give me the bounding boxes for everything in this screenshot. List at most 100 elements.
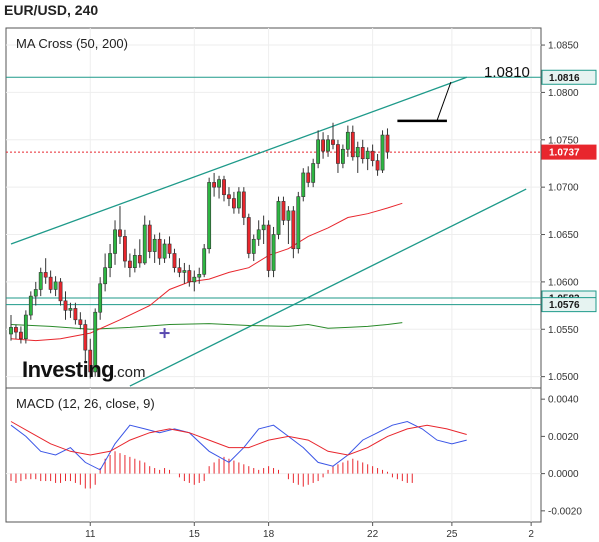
candle-body <box>375 160 380 171</box>
trend-line <box>10 76 467 245</box>
candle-body <box>271 234 276 271</box>
candle-body <box>68 308 73 311</box>
logo-brand: Investing <box>22 357 114 382</box>
candle-body <box>172 253 177 268</box>
candle-body <box>73 308 78 321</box>
candle-body <box>118 229 122 237</box>
candle-body <box>93 311 98 373</box>
candle-body <box>197 274 202 278</box>
candle-body <box>167 243 172 254</box>
candle-body <box>113 229 117 254</box>
candle-body <box>236 191 241 209</box>
logo-domain: .com <box>113 364 146 381</box>
candle-body <box>296 196 301 250</box>
candle-body <box>246 217 251 254</box>
price-tick-label: 1.0850 <box>548 41 579 52</box>
time-tick-label: 11 <box>85 529 96 540</box>
price-candles <box>9 122 390 379</box>
candle-body <box>336 144 340 164</box>
price-tag <box>541 69 597 85</box>
time-x-axis[interactable]: 11 15 18 22 25 2 <box>85 522 534 540</box>
candle-body <box>261 224 266 231</box>
macd-grid <box>6 388 541 522</box>
candle-body <box>340 148 345 164</box>
price-tick-label: 1.0650 <box>548 230 579 241</box>
candle-body <box>53 281 58 290</box>
price-tag <box>541 144 597 160</box>
annotation-label: 1.0810 <box>484 64 530 81</box>
candle-body <box>162 243 167 259</box>
candle-body <box>212 182 217 188</box>
candle-body <box>157 238 162 259</box>
macd-tick-label: 0.0000 <box>548 469 579 480</box>
candle-body <box>281 201 286 221</box>
macd-tick-label: 0.0040 <box>548 395 579 406</box>
candle-body <box>38 272 43 290</box>
candle-body <box>182 270 187 273</box>
candle-body <box>147 224 152 252</box>
candle-body <box>78 319 83 325</box>
signal-line <box>10 421 467 456</box>
candle-body <box>232 198 236 209</box>
candle-body <box>63 300 68 311</box>
candle-body <box>152 238 157 252</box>
price-tag <box>541 297 597 313</box>
candle-body <box>9 327 13 335</box>
candle-body <box>311 163 316 183</box>
candle-body <box>202 248 207 275</box>
candle-body <box>321 139 325 152</box>
macd-y-axis[interactable]: 0.0040 0.0020 0.0000 -0.0020 <box>541 395 582 518</box>
macd-lines <box>10 420 467 471</box>
candle-body <box>355 147 360 158</box>
candle-body <box>83 324 88 351</box>
candle-body <box>58 281 63 302</box>
price-tick-label: 1.0700 <box>548 183 579 194</box>
candle-body <box>222 179 226 196</box>
price-tick-label: 1.0600 <box>548 277 579 288</box>
candle-body <box>316 139 321 164</box>
candle-body <box>142 224 147 264</box>
macd-histogram <box>10 451 413 489</box>
price-tick-label: 1.0500 <box>548 372 579 383</box>
price-tag-label: 1.0576 <box>549 300 580 311</box>
time-tick-label: 22 <box>367 529 379 540</box>
candle-body <box>345 131 350 150</box>
candle-body <box>227 194 231 199</box>
candle-body <box>123 236 127 262</box>
price-tick-label: 1.0750 <box>548 135 579 146</box>
candle-body <box>108 253 112 268</box>
candle-body <box>98 283 103 313</box>
candle-body <box>291 210 296 250</box>
candle-body <box>48 276 53 290</box>
candle-body <box>127 260 132 268</box>
price-tag-label: 1.0737 <box>549 148 580 159</box>
candle-body <box>326 139 330 152</box>
price-tick-label: 1.0800 <box>548 88 579 99</box>
candle-body <box>207 182 212 250</box>
trend-line <box>129 188 527 387</box>
candle-body <box>266 224 271 271</box>
candle-body <box>137 255 142 264</box>
price-y-axis[interactable]: 1.0850 1.0800 1.0750 1.0700 1.0650 1.0600 1.05… <box>541 41 579 384</box>
ma-fast-line <box>10 202 403 342</box>
candle-body <box>18 331 23 340</box>
candle-body <box>14 327 18 333</box>
time-tick-label: 15 <box>189 529 201 540</box>
price-tag-label: 1.0816 <box>549 73 580 84</box>
candle-body <box>23 314 28 340</box>
candle-body <box>192 276 197 283</box>
macd-indicator-label: MACD (12, 26, close, 9) <box>16 396 155 411</box>
chart-title: EUR/USD, 240 <box>4 2 98 18</box>
price-horizontal-lines <box>6 76 541 306</box>
macd-tick-label: 0.0020 <box>548 432 579 443</box>
price-indicator-label: MA Cross (50, 200) <box>16 36 128 51</box>
price-annotation: 1.0810 <box>159 64 530 339</box>
macd-tick-label: -0.0020 <box>548 506 582 517</box>
callout-line <box>436 81 452 122</box>
candle-body <box>331 139 335 145</box>
candle-body <box>251 238 256 254</box>
candle-body <box>132 255 137 268</box>
candle-body <box>217 179 221 188</box>
